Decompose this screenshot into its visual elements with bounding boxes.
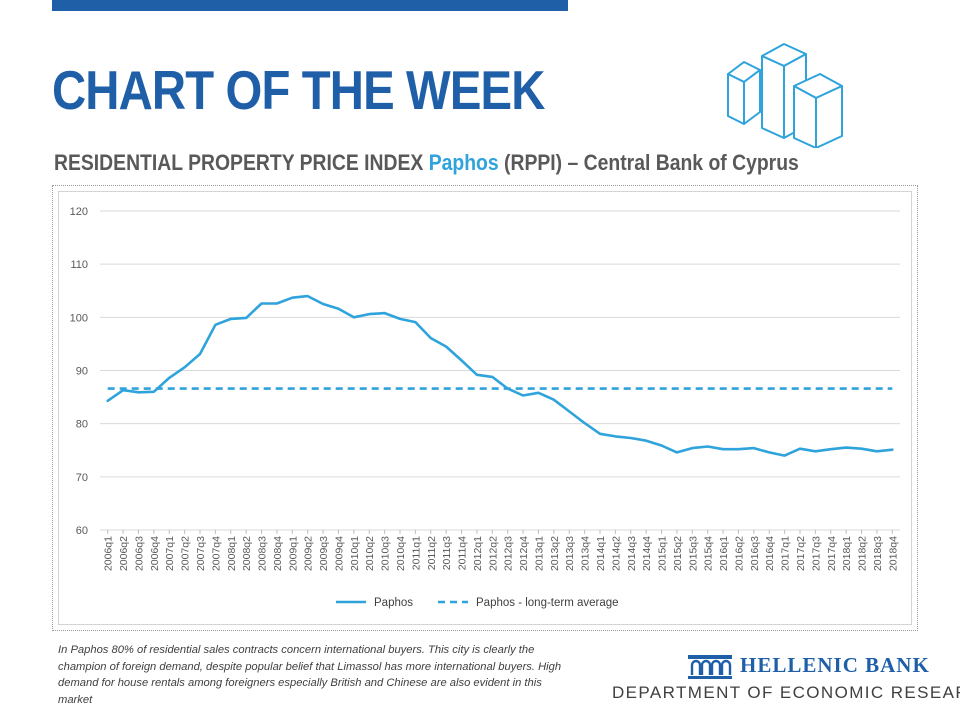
x-tick-label-2008q3: 2008q3 (257, 536, 269, 571)
x-tick-label-2014q3: 2014q3 (626, 536, 638, 571)
x-tick-label-2012q4: 2012q4 (518, 536, 530, 571)
chart-outer-frame (52, 185, 918, 631)
x-tick-label-2014q4: 2014q4 (641, 536, 653, 571)
x-tick-label-2007q4: 2007q4 (210, 536, 222, 571)
bank-logo-icon (688, 655, 732, 679)
x-tick-label-2017q3: 2017q3 (810, 536, 822, 571)
bank-name: HELLENIC BANK (740, 653, 930, 677)
subtitle-city: Paphos (428, 150, 499, 175)
top-accent-bar (52, 0, 568, 11)
x-tick-label-2009q4: 2009q4 (333, 536, 345, 571)
x-tick-label-2009q2: 2009q2 (303, 536, 315, 571)
x-tick-label-2006q4: 2006q4 (149, 536, 161, 571)
x-tick-label-2015q4: 2015q4 (703, 536, 715, 571)
x-tick-label-2014q1: 2014q1 (595, 536, 607, 571)
x-tick-label-2017q2: 2017q2 (795, 536, 807, 571)
x-tick-label-2015q1: 2015q1 (657, 536, 669, 571)
x-tick-label-2007q1: 2007q1 (164, 536, 176, 571)
y-tick-label-90: 90 (76, 366, 88, 378)
y-tick-label-70: 70 (76, 472, 88, 484)
x-tick-label-2016q1: 2016q1 (718, 536, 730, 571)
buildings-icon (727, 43, 843, 148)
x-tick-label-2009q3: 2009q3 (318, 536, 330, 571)
x-tick-label-2010q3: 2010q3 (380, 536, 392, 571)
y-tick-label-120: 120 (70, 206, 88, 218)
x-tick-label-2016q3: 2016q3 (749, 536, 761, 571)
y-tick-label-80: 80 (76, 419, 88, 431)
series-line-paphos (106, 294, 894, 457)
subtitle-prefix: RESIDENTIAL PROPERTY PRICE INDEX (54, 150, 429, 175)
chart-area (58, 191, 912, 625)
x-tick-label-2010q1: 2010q1 (349, 536, 361, 571)
x-tick-label-2017q1: 2017q1 (780, 536, 792, 571)
x-tick-label-2013q1: 2013q1 (533, 536, 545, 571)
x-tick-label-2006q3: 2006q3 (133, 536, 145, 571)
x-tick-label-2012q3: 2012q3 (503, 536, 515, 571)
x-tick-label-2006q1: 2006q1 (103, 536, 115, 571)
x-tick-label-2012q2: 2012q2 (487, 536, 499, 571)
department-name: DEPARTMENT OF ECONOMIC RESEARCH (612, 683, 960, 702)
x-tick-label-2012q1: 2012q1 (472, 536, 484, 571)
x-tick-label-2013q4: 2013q4 (580, 536, 592, 571)
subtitle-suffix: (RPPI) – Central Bank of Cyprus (498, 150, 799, 175)
x-tick-label-2017q4: 2017q4 (826, 536, 838, 571)
x-tick-label-2018q4: 2018q4 (887, 536, 899, 571)
x-tick-label-2013q3: 2013q3 (564, 536, 576, 571)
y-tick-label-60: 60 (76, 525, 88, 537)
chart-subtitle: RESIDENTIAL PROPERTY PRICE INDEX Paphos … (54, 150, 799, 176)
x-tick-label-2010q2: 2010q2 (364, 536, 376, 571)
x-tick-label-2008q4: 2008q4 (272, 536, 284, 571)
x-tick-label-2013q2: 2013q2 (549, 536, 561, 571)
x-tick-label-2018q3: 2018q3 (872, 536, 884, 571)
legend-label-paphos: Paphos (374, 597, 413, 609)
line-chart: 60 70 80 90 100 110 120 2006q1 2006q2 2006q3 2006q… (70, 206, 900, 609)
y-tick-label-110: 110 (70, 259, 88, 271)
x-tick-label-2016q4: 2016q4 (764, 536, 776, 571)
x-tick-label-2015q3: 2015q3 (687, 536, 699, 571)
x-tick-label-2011q3: 2011q3 (441, 536, 453, 570)
x-tick-label-2016q2: 2016q2 (733, 536, 745, 571)
x-tick-label-2008q1: 2008q1 (226, 536, 238, 571)
page-title: CHART OF THE WEEK (52, 59, 545, 121)
x-tick-label-2010q4: 2010q4 (395, 536, 407, 571)
x-tick-label-2008q2: 2008q2 (241, 536, 253, 571)
x-tick-label-2018q1: 2018q1 (841, 536, 853, 571)
x-tick-label-2009q1: 2009q1 (287, 536, 299, 571)
x-tick-label-2007q2: 2007q2 (180, 536, 192, 571)
x-tick-label-2006q2: 2006q2 (118, 536, 130, 571)
x-tick-label-2011q1: 2011q1 (410, 536, 422, 570)
x-tick-label-2018q2: 2018q2 (857, 536, 869, 571)
x-tick-label-2014q2: 2014q2 (610, 536, 622, 571)
legend-label-paphos-long-term-average: Paphos - long-term average (476, 597, 619, 609)
x-tick-label-2015q2: 2015q2 (672, 536, 684, 571)
y-tick-label-100: 100 (70, 312, 88, 324)
footnote-text: In Paphos 80% of residential sales contr… (58, 644, 562, 706)
x-tick-label-2011q2: 2011q2 (426, 536, 438, 570)
x-tick-label-2011q4: 2011q4 (457, 536, 469, 570)
x-tick-label-2007q3: 2007q3 (195, 536, 207, 571)
